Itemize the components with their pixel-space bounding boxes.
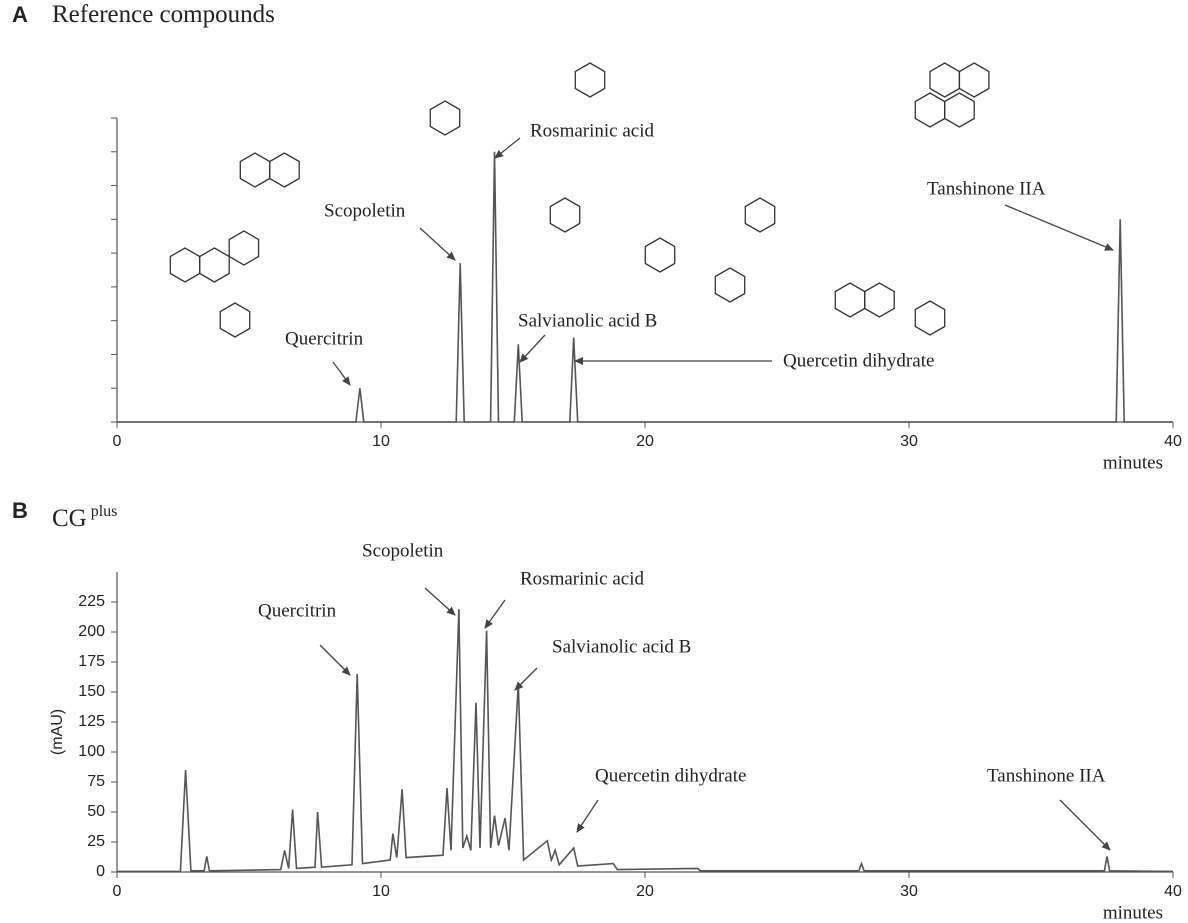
title-superscript: plus	[91, 503, 118, 520]
y-tick-label: 225	[78, 593, 105, 610]
structure-ring	[929, 62, 961, 98]
structure-ring	[429, 100, 461, 136]
structure-ring	[914, 300, 946, 336]
x-tick-label: 0	[113, 433, 122, 450]
annotation-arrow	[519, 334, 546, 363]
y-tick-label: 175	[78, 653, 105, 670]
x-axis-label: minutes	[1103, 452, 1163, 473]
annotation-arrow	[484, 599, 506, 629]
structure-ring	[644, 237, 676, 273]
annotation-arrow	[576, 799, 599, 833]
title-text: Reference compounds	[52, 1, 275, 28]
peak-annotation: Rosmarinic acid	[530, 120, 654, 141]
x-axis-label: minutes	[1103, 902, 1163, 923]
structure-ring	[269, 152, 300, 188]
y-tick-label: 150	[78, 683, 105, 700]
y-tick-label: 125	[78, 713, 105, 730]
x-tick-label: 10	[372, 433, 390, 450]
x-tick-label: 20	[636, 433, 654, 450]
y-tick-label: 25	[87, 833, 105, 850]
structure-ring	[914, 92, 946, 128]
x-tick-label: 40	[1164, 433, 1182, 450]
peak-annotation: Salvianolic acid B	[552, 636, 691, 657]
chromatogram-trace	[117, 151, 1173, 423]
structure-ring	[944, 92, 975, 128]
peak-annotation: Quercitrin	[285, 328, 364, 349]
peak-annotation: Scopoletin	[324, 200, 406, 221]
structure-ring	[228, 230, 260, 266]
peak-annotation: Rosmarinic acid	[520, 568, 644, 589]
peak-annotation: Quercetin dihydrate	[783, 350, 934, 371]
y-tick-label: 75	[87, 773, 105, 790]
y-tick-label: 100	[78, 743, 105, 760]
panel-title: CG plus	[52, 503, 117, 532]
panel-title: Reference compounds	[52, 1, 275, 28]
structure-ring	[549, 197, 581, 233]
chromatogram-trace	[117, 609, 1174, 873]
x-tick-label: 30	[900, 883, 918, 900]
x-tick-label: 30	[900, 433, 918, 450]
peak-annotation: Scopoletin	[362, 540, 444, 561]
peak-annotation: Tanshinone IIA	[987, 765, 1106, 786]
structure-ring	[744, 197, 776, 233]
structure-ring	[169, 247, 201, 283]
y-tick-label: 50	[87, 803, 105, 820]
structure-ring	[239, 152, 271, 188]
title-text: CG	[52, 505, 87, 532]
structure-ring	[199, 247, 230, 283]
structure-ring	[219, 302, 251, 338]
y-axis-label: (mAU)	[49, 709, 66, 755]
peak-annotation: Salvianolic acid B	[518, 310, 657, 331]
annotation-arrow	[424, 587, 456, 616]
annotation-arrow	[332, 361, 351, 386]
structure-ring	[958, 62, 990, 98]
panel-label: B	[12, 498, 28, 523]
structure-ring	[834, 282, 866, 318]
annotation-arrow	[514, 667, 538, 691]
annotation-arrow	[1059, 799, 1111, 851]
peak-annotation: Quercitrin	[258, 600, 337, 621]
y-tick-label: 0	[96, 863, 105, 880]
annotation-arrow	[319, 644, 351, 676]
annotation-arrow	[494, 137, 521, 159]
x-tick-label: 0	[113, 883, 122, 900]
structure-ring	[714, 267, 746, 303]
annotation-arrow	[419, 227, 456, 261]
structure-ring	[574, 62, 606, 98]
structure-ring	[864, 282, 895, 318]
x-tick-label: 40	[1164, 883, 1182, 900]
x-tick-label: 20	[636, 883, 654, 900]
panel-label: A	[12, 2, 28, 27]
y-tick-label: 200	[78, 623, 105, 640]
peak-annotation: Quercetin dihydrate	[595, 765, 746, 786]
x-tick-label: 10	[372, 883, 390, 900]
peak-annotation: Tanshinone IIA	[927, 178, 1046, 199]
annotation-arrow	[1004, 204, 1114, 251]
